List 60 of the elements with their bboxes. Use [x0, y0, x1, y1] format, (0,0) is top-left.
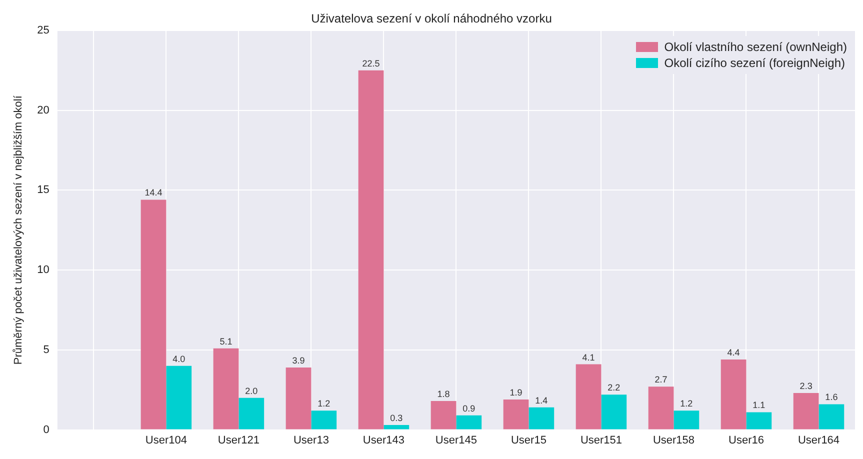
data-label: 0.3 [390, 412, 403, 423]
bar [140, 200, 166, 430]
x-tick-label: User16 [728, 434, 764, 446]
bar [503, 399, 529, 430]
x-tick-label: User121 [218, 434, 260, 446]
legend-label: Okolí vlastního sezení (ownNeigh) [664, 40, 847, 54]
legend-label: Okolí cizího sezení (foreignNeigh) [664, 56, 845, 70]
y-tick-label: 10 [37, 264, 50, 276]
data-label: 1.6 [825, 392, 838, 402]
x-tick-label: User104 [145, 434, 187, 446]
data-label: 1.2 [680, 398, 693, 409]
bar [793, 393, 819, 430]
bar [648, 386, 674, 430]
data-label: 4.1 [582, 352, 595, 362]
bar [238, 398, 264, 430]
bar [528, 407, 554, 430]
bar [601, 394, 627, 430]
data-label: 2.7 [654, 374, 668, 385]
data-label: 1.9 [510, 387, 522, 398]
data-label: 1.4 [535, 395, 548, 406]
data-label: 1.1 [752, 400, 766, 410]
bar [358, 70, 384, 430]
bar [213, 348, 239, 430]
x-tick-label: User164 [798, 434, 840, 446]
data-label: 2.2 [608, 382, 620, 393]
data-label: 14.4 [144, 188, 162, 198]
y-axis-title: Průměrný počet uživatelových sezení v nejbližším okolí [12, 94, 25, 365]
data-label: 5.1 [220, 336, 232, 346]
data-label: 4.4 [727, 347, 740, 358]
bar [720, 360, 746, 430]
y-tick-label: 5 [43, 344, 50, 356]
x-tick-label: User151 [580, 434, 622, 446]
bar [286, 367, 312, 430]
x-tick-label: User143 [362, 434, 404, 446]
data-label: 4.0 [172, 354, 186, 364]
bar [456, 415, 482, 430]
bar [674, 410, 700, 430]
y-tick-label: 0 [43, 424, 50, 436]
bar [818, 404, 844, 430]
x-tick-label: User13 [293, 434, 329, 446]
data-label: 0.9 [462, 403, 476, 414]
x-tick-label: User15 [510, 434, 546, 446]
y-tick-label: 20 [37, 104, 50, 116]
data-label: 1.8 [437, 389, 450, 400]
y-tick-label: 15 [37, 184, 50, 196]
bar [576, 364, 602, 430]
bar [166, 366, 192, 430]
bar [746, 412, 772, 430]
data-label: 3.9 [292, 355, 305, 366]
data-label: 22.5 [362, 58, 380, 68]
x-tick-label: User158 [652, 434, 695, 446]
data-label: 1.2 [318, 398, 330, 409]
bar [384, 425, 410, 430]
x-tick-label: User145 [435, 434, 478, 446]
bar [430, 401, 456, 430]
data-label: 2.3 [800, 381, 812, 392]
data-label: 2.0 [245, 386, 258, 396]
y-tick-label: 25 [37, 24, 50, 36]
bar [311, 410, 337, 430]
chart-title: Uživatelova sezení v okolí náhodného vzorku [311, 12, 552, 26]
